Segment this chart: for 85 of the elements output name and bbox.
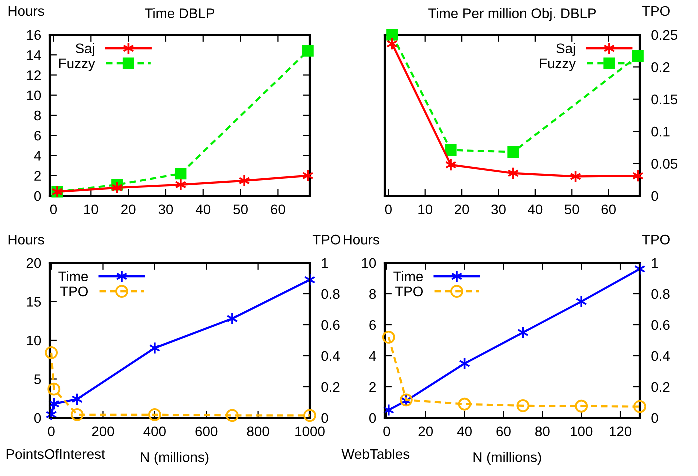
y2-axis-title: TPO bbox=[642, 6, 670, 16]
x-tick-label: 20 bbox=[418, 426, 434, 437]
y2-tick-label: 0 bbox=[322, 413, 328, 424]
y-axis-title: Hours bbox=[8, 235, 44, 245]
y-tick-label: 0 bbox=[369, 413, 376, 424]
y-tick-label: 2 bbox=[370, 382, 376, 392]
x-tick-label: 40 bbox=[528, 204, 543, 215]
y-tick-label: 16 bbox=[27, 30, 42, 40]
y-tick-label: 6 bbox=[34, 130, 42, 141]
x-tick-label: 400 bbox=[144, 426, 166, 437]
x-tick-label: 0 bbox=[384, 426, 390, 437]
x-tick-label: 0 bbox=[50, 204, 58, 215]
y2-tick-label: 0.2 bbox=[652, 382, 670, 392]
x-tick-label: 60 bbox=[496, 426, 511, 437]
y-tick-label: 8 bbox=[370, 289, 376, 300]
x-tick-label: 0 bbox=[385, 204, 392, 215]
x-tick-label: 200 bbox=[92, 426, 114, 437]
legend-label: Fuzzy bbox=[540, 58, 576, 72]
x-axis-title: N (millions) bbox=[141, 452, 209, 466]
legend-label: Time bbox=[58, 271, 88, 282]
x-tick-label: 60 bbox=[271, 204, 286, 215]
x-tick-label: 40 bbox=[457, 426, 472, 437]
legend-label: TPO bbox=[60, 286, 88, 297]
x-tick-label: 50 bbox=[564, 204, 580, 215]
x-tick-label: 10 bbox=[418, 204, 433, 215]
y2-tick-label: 1 bbox=[322, 258, 328, 268]
legend-label: Saj bbox=[556, 43, 576, 56]
legend-label: Fuzzy bbox=[59, 58, 96, 72]
y2-tick-label: 0.6 bbox=[652, 320, 670, 330]
x-axis-title: N (millions) bbox=[474, 452, 542, 466]
x-tick-label: 0 bbox=[48, 426, 55, 437]
x-tick-label: 30 bbox=[158, 204, 174, 215]
x-tick-label: 20 bbox=[455, 204, 470, 215]
x-tick-label: 600 bbox=[196, 426, 218, 437]
y2-tick-label: 0.05 bbox=[652, 159, 678, 169]
y2-tick-label: 0 bbox=[652, 413, 658, 424]
y-tick-label: 6 bbox=[370, 320, 376, 330]
x-tick-label: 120 bbox=[610, 426, 632, 437]
x-tick-label: 1000 bbox=[296, 426, 325, 437]
y2-tick-label: 0.6 bbox=[322, 320, 340, 330]
legend-label: Time bbox=[394, 271, 424, 282]
y2-tick-label: 0.8 bbox=[652, 289, 670, 300]
y-tick-label: 4 bbox=[34, 151, 42, 161]
y-tick-label: 0 bbox=[34, 191, 42, 202]
y-axis-title: Hours bbox=[344, 235, 380, 245]
chart-title: Time Per million Obj. DBLP bbox=[428, 8, 596, 22]
x-tick-label: 10 bbox=[84, 204, 98, 215]
chart-title: Time DBLP bbox=[145, 8, 215, 18]
x-tick-label: 40 bbox=[196, 204, 211, 215]
y2-tick-label: 0.25 bbox=[652, 30, 678, 40]
y-tick-label: 4 bbox=[369, 351, 376, 362]
y2-tick-label: 0.2 bbox=[652, 62, 670, 72]
x-tick-label: 800 bbox=[247, 426, 270, 437]
x-tick-label: 100 bbox=[571, 426, 593, 437]
y-tick-label: 10 bbox=[362, 258, 376, 268]
text: WebTables bbox=[342, 449, 410, 460]
y2-tick-label: 0.4 bbox=[322, 351, 340, 362]
y2-tick-label: 0.8 bbox=[322, 289, 340, 300]
y2-tick-label: 0.4 bbox=[652, 351, 670, 362]
y2-tick-label: 1 bbox=[652, 258, 658, 268]
y2-tick-label: 0 bbox=[652, 191, 658, 202]
x-tick-label: 60 bbox=[602, 204, 616, 215]
y2-axis-title: TPO bbox=[312, 234, 341, 245]
y-axis-title: Hours bbox=[8, 6, 44, 16]
legend-label: Saj bbox=[76, 43, 94, 56]
x-tick-label: 20 bbox=[122, 204, 136, 215]
x-tick-label: 80 bbox=[536, 426, 550, 437]
x-tick-label: 30 bbox=[492, 204, 506, 215]
y-tick-label: 10 bbox=[27, 90, 42, 101]
x-tick-label: 50 bbox=[234, 204, 248, 215]
y-tick-label: 5 bbox=[34, 374, 42, 384]
y-tick-label: 8 bbox=[34, 110, 42, 121]
text: PointsOfInterest bbox=[6, 449, 106, 460]
y-tick-label: 10 bbox=[27, 336, 42, 346]
y-tick-label: 12 bbox=[27, 70, 41, 80]
legend-label: TPO bbox=[395, 286, 424, 297]
y-tick-label: 15 bbox=[27, 297, 42, 307]
y2-axis-title: TPO bbox=[642, 234, 670, 245]
y-tick-label: 14 bbox=[27, 50, 42, 60]
y-tick-label: 0 bbox=[34, 413, 42, 424]
y-tick-label: 2 bbox=[34, 171, 41, 181]
y2-tick-label: 0.2 bbox=[322, 382, 340, 392]
y2-tick-label: 0.15 bbox=[652, 94, 678, 105]
y2-tick-label: 0.1 bbox=[652, 126, 670, 137]
y-tick-label: 20 bbox=[26, 258, 42, 268]
